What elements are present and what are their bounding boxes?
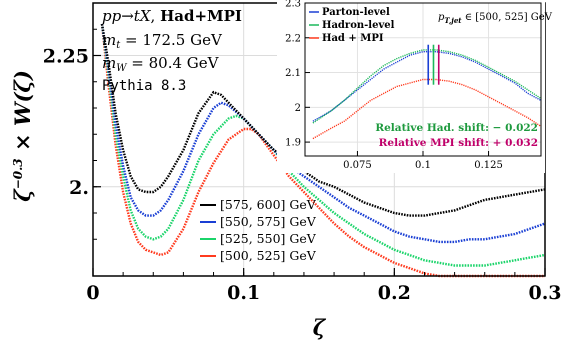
info-w-mass: mW = 80.4 GeV — [102, 54, 220, 74]
x-tick-label: 0.3 — [528, 282, 561, 304]
inset-series-line — [312, 49, 542, 124]
info-process: pp→tX, Had+MPI — [102, 7, 242, 25]
inset-series — [312, 49, 542, 140]
main-plot: 0 0.1 0.2 0.3 2. 2.25 ζ ζ−0.3 × W(ζ) pp→tX, H… — [10, 2, 562, 340]
inset-series-line — [312, 78, 542, 140]
inset-mpi-shift: Relative MPI shift: + 0.032 — [379, 137, 538, 149]
inset-y-tick-label: 2 — [295, 103, 301, 114]
main-legend: [575, 600] GeV [550, 575] GeV [525, 550] G… — [200, 197, 317, 263]
inset-y-tick-label: 2.1 — [285, 68, 301, 79]
inset-tick-labels: 0.075 0.1 0.125 1.9 2 2.1 2.2 2.3 — [285, 0, 503, 171]
info-block: pp→tX, Had+MPI mt = 172.5 GeV mW = 80.4 … — [102, 7, 242, 94]
inset-series-line — [312, 51, 542, 122]
series-line — [100, 23, 546, 217]
info-top-mass: mt = 172.5 GeV — [102, 31, 223, 51]
inset-legend: Parton-level Hadron-level Had + MPI — [309, 7, 395, 44]
inset-background — [277, 0, 545, 173]
main-ticks — [92, 2, 546, 276]
x-tick-label: 0.2 — [378, 282, 411, 304]
legend-label: [550, 575] GeV — [220, 214, 317, 229]
inset-x-tick-label: 0.075 — [343, 160, 372, 171]
legend-label: [575, 600] GeV — [220, 197, 317, 212]
inset-had-shift: Relative Had. shift: − 0.022 — [375, 122, 538, 134]
inset-plot: 0.075 0.1 0.125 1.9 2 2.1 2.2 2.3 Parton-level H… — [277, 0, 553, 173]
info-generator: Pythia 8.3 — [102, 78, 186, 94]
inset-y-tick-label: 1.9 — [285, 138, 301, 149]
inset-legend-label: Hadron-level — [322, 20, 395, 31]
x-axis-label: ζ — [313, 315, 327, 340]
legend-label: [525, 550] GeV — [220, 231, 317, 246]
x-tick-label: 0.1 — [227, 282, 260, 304]
inset-cut-label: pT,jet ∈ [500, 525] GeV — [438, 12, 553, 25]
main-tick-labels: 0 0.1 0.2 0.3 2. 2.25 — [43, 46, 562, 305]
y-axis-label: ζ−0.3 × W(ζ) — [10, 70, 35, 202]
inset-x-tick-label: 0.1 — [415, 160, 431, 171]
inset-legend-label: Parton-level — [322, 7, 390, 18]
x-tick-label: 0 — [86, 282, 99, 304]
legend-label: [500, 525] GeV — [220, 248, 317, 263]
y-tick-label: 2. — [69, 177, 89, 199]
inset-vertical-markers — [427, 44, 440, 85]
series-line — [100, 23, 545, 278]
inset-y-tick-label: 2.2 — [285, 33, 301, 44]
inset-x-tick-label: 0.125 — [474, 160, 503, 171]
inset-legend-label: Had + MPI — [322, 33, 384, 44]
y-tick-label: 2.25 — [43, 46, 89, 68]
inset-y-tick-label: 2.3 — [285, 0, 301, 10]
